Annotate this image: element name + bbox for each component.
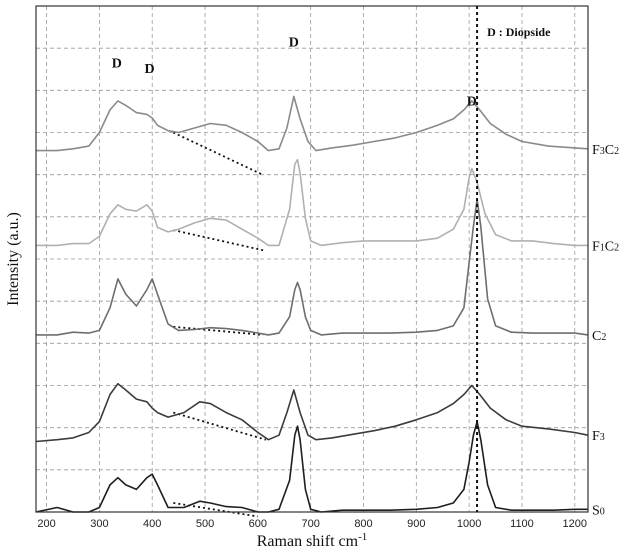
sample-label-index: 1 [600, 242, 605, 253]
peak-label: D [112, 56, 122, 71]
sample-label-index: 3 [600, 146, 605, 157]
peak-label: D [289, 36, 299, 51]
series-line-F1C2 [36, 158, 588, 247]
x-axis-label-text: Raman shift cm [257, 533, 359, 550]
series-line-S0 [35, 420, 588, 513]
sample-label-letter: F [592, 239, 600, 254]
x-tick-label: 1100 [510, 518, 534, 530]
peak-labels: D D D D [112, 36, 477, 110]
baseline-C2 [173, 325, 264, 336]
peak-label: D [145, 62, 155, 77]
baselines [172, 131, 267, 518]
sample-label-letter: F [592, 143, 600, 158]
grid [36, 6, 588, 512]
sample-label-index: 2 [614, 242, 619, 253]
sample-label-letter: F [592, 429, 600, 444]
x-tick-label: 700 [301, 518, 319, 530]
baseline-F1C2 [173, 229, 266, 252]
sample-label-F3C2: F3C2 [592, 143, 619, 158]
x-axis-label-superscript: -1 [358, 531, 367, 543]
series-line-F3 [35, 382, 589, 443]
baseline-F3 [173, 411, 267, 441]
baseline-S0 [173, 502, 258, 518]
sample-label-F1C2: F1C2 [592, 239, 619, 254]
y-axis-label: Intensity (a.u.) [5, 212, 22, 306]
x-tick-label: 900 [407, 518, 425, 530]
series-line-F3C2 [36, 95, 589, 152]
x-tick-label: 800 [354, 518, 372, 530]
sample-label-index: 2 [614, 146, 619, 157]
x-axis-label: Raman shift cm-1 [257, 531, 367, 550]
sample-label-letter: S [592, 503, 600, 518]
sample-label-F3: F3 [592, 429, 605, 444]
baseline-F3C2 [172, 131, 264, 176]
x-tick-label: 1000 [457, 518, 481, 530]
x-tick-label: 200 [37, 518, 55, 530]
sample-label-C2: C2 [592, 329, 606, 344]
series-line-C2 [36, 198, 589, 336]
peak-label: D [467, 94, 477, 109]
x-tick-label: 1200 [563, 518, 587, 530]
sample-label-index: 2 [601, 332, 606, 343]
x-tick-label: 600 [249, 518, 267, 530]
legend-text: D : Diopside [487, 25, 551, 39]
sample-label-letter: C [605, 239, 614, 254]
sample-label-letter: C [592, 329, 601, 344]
series-lines [35, 95, 589, 513]
sample-label-index: 3 [600, 432, 605, 443]
plot-frame [35, 5, 589, 513]
x-tick-label: 400 [143, 518, 161, 530]
x-tick-label: 300 [90, 518, 108, 530]
sample-label-S0: S0 [592, 503, 605, 518]
sample-label-index: 0 [600, 506, 605, 517]
x-tick-label: 500 [196, 518, 214, 530]
x-tick-labels: 200 300 400 500 600 700 800 900 1000 1100 1200 [37, 518, 587, 530]
sample-label-letter: C [605, 143, 614, 158]
